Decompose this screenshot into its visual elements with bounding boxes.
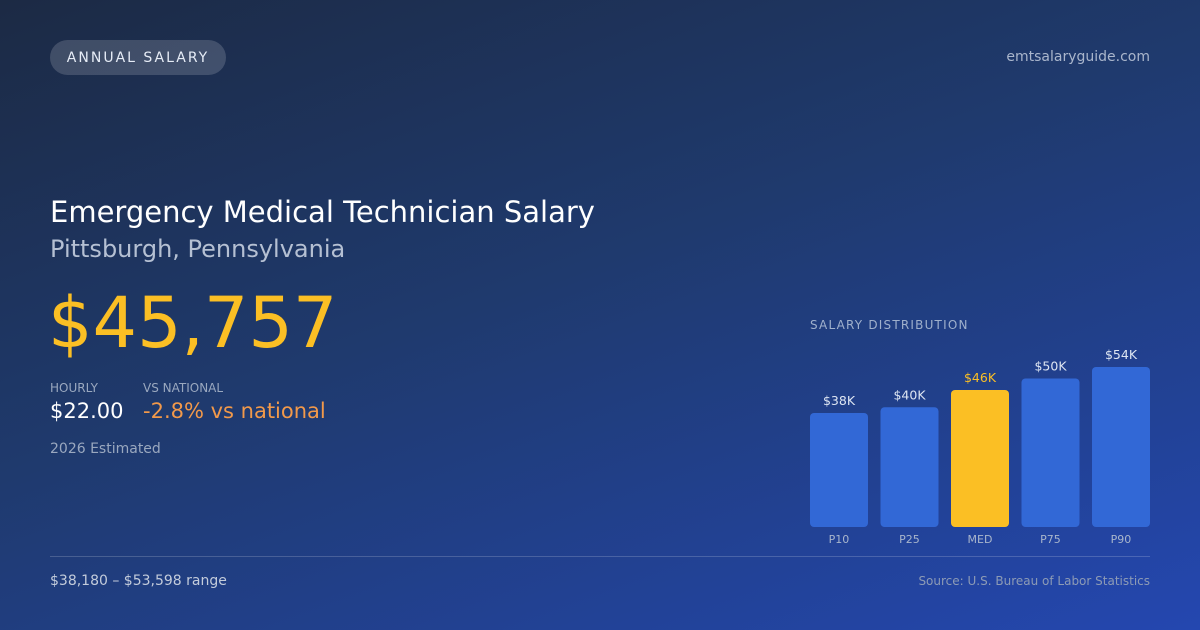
tick-label-med: MED [968, 533, 993, 546]
annual-salary-badge: ANNUAL SALARY [50, 40, 226, 75]
national-comparison-value: -2.8% vs national [143, 399, 326, 423]
bar-p75 [1021, 378, 1080, 527]
data-source: Source: U.S. Bureau of Labor Statistics [918, 574, 1150, 588]
annual-salary-value: $45,757 [48, 282, 338, 364]
hourly-value: $22.00 [50, 399, 124, 423]
page-title: Emergency Medical Technician Salary [50, 195, 595, 229]
estimate-note: 2026 Estimated [50, 441, 161, 457]
tick-label-p25: P25 [899, 533, 920, 546]
tick-label-p90: P90 [1111, 533, 1132, 546]
bar-p25 [880, 407, 939, 527]
location-subtitle: Pittsburgh, Pennsylvania [50, 235, 346, 263]
site-name[interactable]: emtsalaryguide.com [1006, 49, 1150, 65]
tick-label-p75: P75 [1040, 533, 1061, 546]
salary-range: $38,180 – $53,598 range [50, 573, 227, 589]
bar-value-label-med: $46K [964, 370, 997, 385]
tick-label-p10: P10 [829, 533, 850, 546]
bar-p10 [810, 413, 868, 527]
salary-distribution-chart: $38K P10 $40K P25 $46K MED $50K P75 $54K P90 [810, 347, 1150, 546]
bar-value-label-p10: $38K [823, 393, 856, 408]
bar-value-label-p25: $40K [893, 387, 926, 402]
national-label: VS NATIONAL [143, 381, 224, 395]
footer-divider [50, 556, 1150, 557]
bar-value-label-p75: $50K [1034, 359, 1067, 374]
hourly-label: HOURLY [50, 381, 99, 395]
chart-title: SALARY DISTRIBUTION [810, 318, 969, 332]
bar-p90 [1092, 367, 1150, 527]
bar-value-label-p90: $54K [1105, 347, 1138, 362]
bar-med [951, 390, 1009, 527]
